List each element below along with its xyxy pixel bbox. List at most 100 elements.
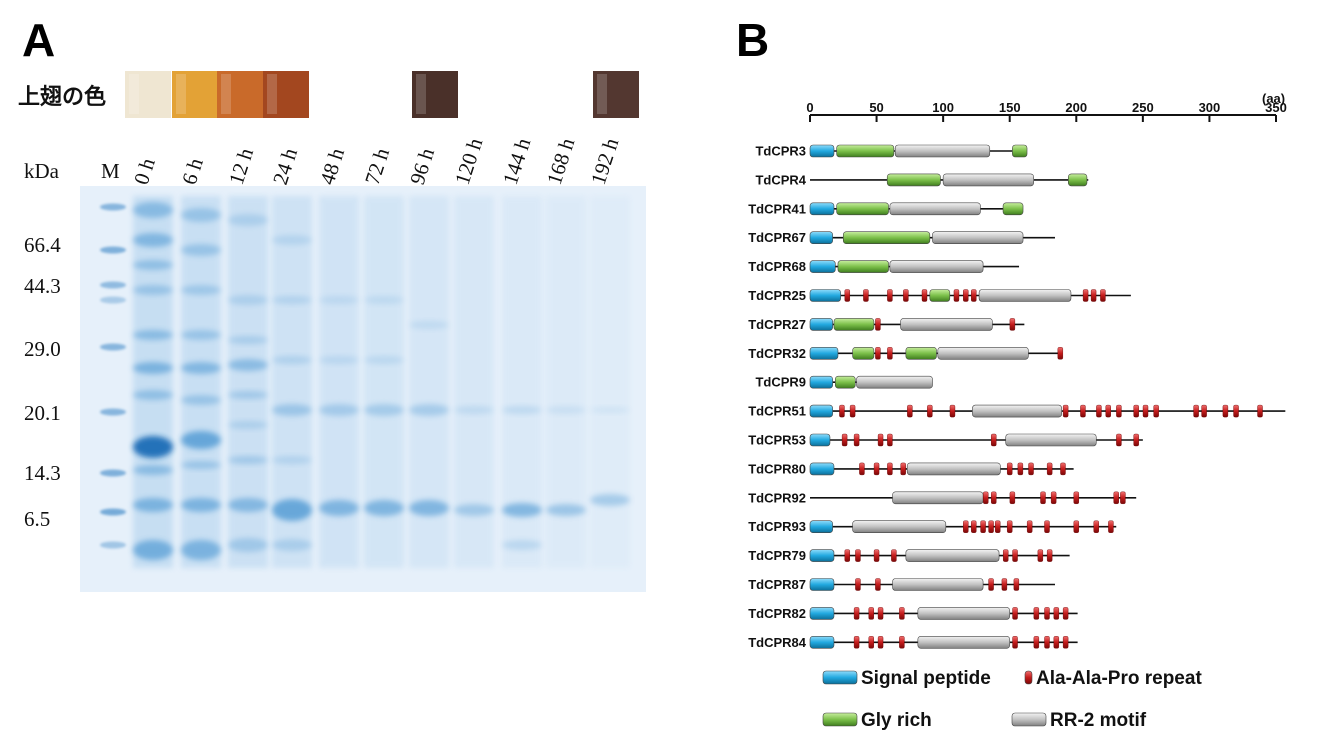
ala-ala-pro-repeat-mark (988, 578, 994, 591)
rr2-motif-domain (972, 404, 1062, 418)
ala-ala-pro-repeat-mark (877, 433, 884, 447)
ala-ala-pro-repeat-mark (1133, 404, 1139, 418)
ala-ala-pro-repeat-mark (963, 520, 969, 533)
gel-band (100, 408, 126, 416)
protein-name: TdCPR68 (748, 259, 806, 274)
gel-band (181, 431, 221, 449)
legend-swatch-rr2 (1011, 712, 1047, 727)
ala-ala-pro-repeat-mark (1050, 491, 1057, 504)
rr2-motif-domain (937, 346, 1029, 360)
rr2-motif-domain (856, 375, 933, 389)
lane-label: 6 h (177, 155, 208, 188)
protein-name: TdCPR79 (748, 548, 806, 563)
protein-name: TdCPR4 (755, 172, 806, 187)
ala-ala-pro-repeat-mark (1044, 520, 1050, 533)
ala-ala-pro-repeat-mark (849, 404, 856, 418)
ala-ala-pro-repeat-mark (873, 549, 880, 562)
rr2-motif-domain (894, 144, 991, 158)
protein-row: TdCPR32 (748, 346, 1064, 361)
wing-swatch-0h (125, 71, 171, 118)
rr2-motif-domain (1005, 433, 1097, 447)
protein-name: TdCPR32 (748, 346, 806, 361)
ala-ala-pro-repeat-mark (927, 404, 933, 418)
ala-ala-pro-repeat-mark (1093, 520, 1099, 533)
signal-peptide-domain (809, 462, 835, 476)
ala-ala-pro-repeat-mark (853, 607, 860, 620)
signal-peptide-domain (809, 144, 835, 158)
legend-label-aap: Ala-Ala-Pro repeat (1036, 668, 1202, 689)
ala-ala-pro-repeat-mark (1046, 462, 1053, 476)
rr2-motif-domain (889, 260, 984, 273)
gel-band (228, 421, 268, 429)
lane-label: 72 h (360, 145, 394, 188)
signal-peptide-domain (809, 433, 831, 447)
ala-ala-pro-repeat-mark (1062, 636, 1069, 649)
gly-rich-domain (929, 289, 951, 302)
wing-swatch-highlight (176, 74, 186, 114)
gel-band (228, 214, 268, 226)
ala-ala-pro-repeat-mark (899, 636, 905, 649)
gel-band (364, 404, 404, 416)
gly-rich-domain (1012, 144, 1028, 158)
legend-item-signal: Signal peptide (822, 668, 991, 689)
ala-ala-pro-repeat-mark (1073, 520, 1079, 533)
protein-row: TdCPR67 (748, 230, 1055, 245)
protein-row: TdCPR92 (748, 490, 1137, 505)
gel-band (590, 494, 630, 506)
ala-ala-pro-repeat-mark (844, 549, 850, 562)
gel-band (546, 406, 586, 414)
ala-ala-pro-repeat-mark (839, 404, 845, 418)
ala-ala-pro-repeat-mark (868, 607, 874, 620)
gel-band (100, 541, 126, 549)
gel-band (409, 500, 449, 516)
panel-a: A 上翅の色 kDa M 0 h 6 h 12 h 24 h 48 h 72 h 96 h 1… (18, 14, 646, 592)
gly-rich-domain (886, 173, 941, 187)
axis-tick-label: 100 (932, 100, 954, 115)
ala-ala-pro-repeat-mark (887, 462, 893, 476)
signal-peptide-domain (809, 607, 835, 620)
rr2-motif-domain (892, 491, 984, 505)
panel-b-label: B (736, 14, 769, 66)
ala-ala-pro-repeat-mark (995, 520, 1001, 533)
protein-name: TdCPR67 (748, 230, 806, 245)
lane-label: 96 h (405, 145, 439, 188)
ala-ala-pro-repeat-mark (887, 433, 893, 447)
ala-ala-pro-repeat-mark (1257, 404, 1263, 418)
ala-ala-pro-repeat-mark (1033, 607, 1040, 620)
legend-item-rr2: RR-2 motif (1011, 710, 1147, 731)
protein-row: TdCPR4 (755, 172, 1089, 187)
gel-bands (100, 196, 630, 568)
gel-band (364, 356, 404, 364)
legend-swatch-aap (1024, 670, 1033, 685)
ala-ala-pro-repeat-mark (1026, 520, 1033, 533)
gly-rich-domain (833, 318, 875, 331)
length-axis: (aa) 0 50 100 150 200 250 300 350 (806, 91, 1287, 122)
ala-ala-pro-repeat-mark (1046, 549, 1053, 562)
mw-marker-label: 6.5 (24, 507, 50, 531)
legend-item-aap: Ala-Ala-Pro repeat (1024, 668, 1202, 689)
gel-band (590, 407, 630, 413)
gel-band (100, 246, 126, 254)
gel-band (181, 285, 221, 295)
protein-name: TdCPR41 (748, 201, 806, 216)
ala-ala-pro-repeat-mark (1001, 578, 1008, 591)
protein-row: TdCPR82 (748, 606, 1078, 621)
ala-ala-pro-repeat-mark (1116, 433, 1122, 447)
protein-row: TdCPR84 (748, 635, 1078, 650)
protein-name: TdCPR51 (748, 404, 806, 419)
gel-band (133, 390, 173, 400)
legend-label-gly: Gly rich (861, 710, 932, 731)
ala-ala-pro-repeat-mark (1044, 607, 1050, 620)
gel-band (454, 406, 494, 414)
ala-ala-pro-repeat-mark (1201, 404, 1207, 418)
ala-ala-pro-repeat-mark (921, 289, 928, 302)
protein-row: TdCPR93 (748, 519, 1117, 534)
gel-band (228, 359, 268, 371)
ala-ala-pro-repeat-mark (1009, 318, 1016, 331)
lane-label: 12 h (224, 145, 258, 188)
protein-row: TdCPR53 (748, 433, 1143, 448)
protein-row: TdCPR3 (755, 144, 1028, 159)
ala-ala-pro-repeat-mark (1013, 578, 1020, 591)
wing-swatch-24h (263, 71, 309, 118)
gel-band (319, 356, 359, 364)
